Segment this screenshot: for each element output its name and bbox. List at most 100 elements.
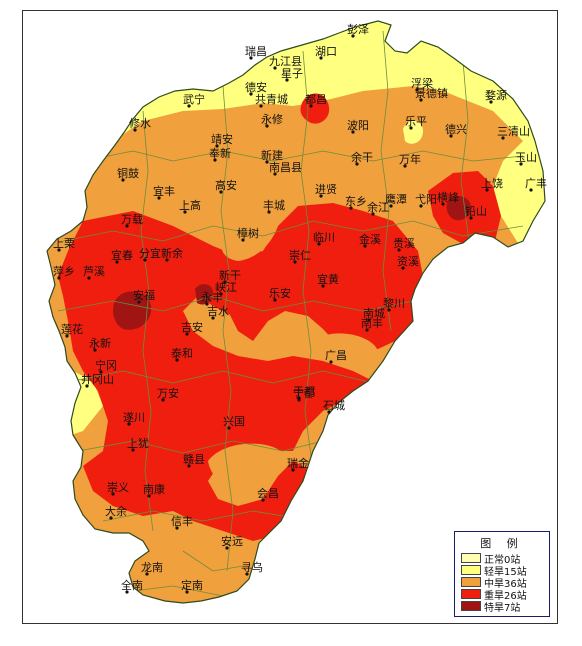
place-label: 金溪 (359, 232, 381, 248)
place-label: 莲花 (61, 323, 83, 338)
place-label: 宁冈 (95, 358, 117, 374)
place-marker (403, 164, 407, 168)
place-label: 南康 (143, 482, 165, 498)
place-label: 分宜 (139, 246, 161, 262)
place-marker (265, 160, 269, 164)
place-label: 资溪 (397, 255, 419, 270)
place-marker (185, 590, 189, 594)
legend-label: 中旱36站 (484, 578, 527, 590)
place-marker (165, 258, 169, 262)
place-marker (273, 172, 277, 176)
place-marker (205, 302, 209, 306)
legend-swatch (461, 589, 481, 599)
place-name: 井冈山 (81, 372, 114, 386)
place-label: 丰城 (263, 199, 285, 214)
place-name: 高安 (215, 178, 237, 192)
place-name: 黎川 (383, 296, 405, 310)
legend-item-moderate: 中旱36站 (461, 576, 527, 590)
place-label: 泰和 (171, 346, 193, 362)
place-marker (419, 98, 423, 102)
place-name: 石城 (323, 399, 345, 412)
place-label: 崇义 (107, 481, 129, 496)
severe-drought-zone-main (58, 203, 423, 541)
place-marker (227, 426, 231, 430)
place-marker (397, 248, 401, 252)
light-drought-zone-leping (403, 120, 423, 144)
legend-swatch (461, 577, 481, 587)
place-label: 波阳 (347, 119, 369, 134)
place-marker (85, 384, 89, 388)
place-label: 彭泽 (347, 22, 369, 38)
place-name: 安福 (133, 288, 155, 302)
place-marker (259, 104, 263, 108)
place-label: 芦溪 (83, 265, 105, 280)
place-name: 丰城 (263, 199, 285, 212)
place-marker (273, 298, 277, 302)
place-label: 德安 (245, 80, 267, 96)
place-name: 贵溪 (393, 237, 415, 250)
place-name: 横峰 (437, 190, 459, 204)
place-marker (319, 194, 323, 198)
place-label: 广丰 (525, 177, 547, 192)
place-name: 万年 (399, 152, 421, 166)
place-label: 赣县 (183, 452, 205, 468)
place-label: 修水 (129, 116, 151, 132)
place-name: 萍乡 (53, 265, 75, 278)
place-name: 德安 (245, 80, 267, 94)
place-name: 永新 (89, 336, 111, 350)
county-boundaries (57, 30, 524, 597)
place-name: 龙南 (141, 561, 163, 574)
place-name: 吉安 (181, 320, 203, 334)
place-name: 兴国 (223, 415, 245, 428)
place-name: 金溪 (359, 232, 381, 246)
place-name: 共青城 (255, 93, 288, 106)
legend-item-normal: 正常0站 (461, 552, 520, 566)
place-name: 芦溪 (83, 265, 105, 278)
legend-item-severe: 重旱26站 (461, 588, 527, 602)
place-name: 瑞金 (287, 456, 309, 470)
place-marker (93, 348, 97, 352)
place-name: 武宁 (183, 92, 205, 106)
county-boundary (460, 60, 470, 242)
place-name: 泰和 (171, 346, 193, 360)
place-marker (57, 276, 61, 280)
place-marker (223, 280, 227, 284)
map-frame: 彭泽 瑞昌 九江县 湖口 德安 星子 都昌 武宁 共青城 浮梁 景德镇 婺源 修水 永修 波阳 乐平 德兴 三清山… (22, 10, 558, 624)
place-name: 靖安 (211, 132, 233, 146)
place-name: 宜丰 (153, 184, 175, 198)
place-name: 定南 (181, 578, 203, 592)
place-label: 南城 (363, 307, 385, 322)
place-marker (125, 224, 129, 228)
place-name: 万安 (157, 386, 179, 400)
place-marker (157, 196, 161, 200)
place-marker (297, 396, 301, 400)
place-name: 上栗 (53, 237, 75, 250)
place-name: 湖口 (315, 45, 337, 58)
place-label: 上犹 (127, 437, 149, 452)
place-marker (99, 370, 103, 374)
place-marker (489, 100, 493, 104)
place-marker (317, 242, 321, 246)
place-name: 樟树 (237, 226, 259, 240)
place-label: 高安 (215, 178, 237, 194)
place-label: 上栗 (53, 237, 75, 252)
place-marker (145, 572, 149, 576)
county-boundary (102, 510, 284, 522)
place-marker (175, 526, 179, 530)
place-marker (249, 56, 253, 60)
place-marker (65, 334, 69, 338)
place-marker (245, 572, 249, 576)
place-marker (329, 360, 333, 364)
place-label: 兴国 (223, 415, 245, 430)
place-marker (211, 316, 215, 320)
place-name: 宜春 (111, 248, 133, 262)
place-label: 吉水 (207, 305, 229, 320)
place-name: 三清山 (497, 125, 530, 138)
place-marker (215, 144, 219, 148)
place-label: 铜鼓 (117, 166, 139, 182)
place-label: 铅山 (465, 204, 487, 220)
place-marker (485, 188, 489, 192)
place-name: 永修 (261, 112, 283, 126)
place-marker (351, 34, 355, 38)
place-label: 横峰 (437, 190, 459, 206)
